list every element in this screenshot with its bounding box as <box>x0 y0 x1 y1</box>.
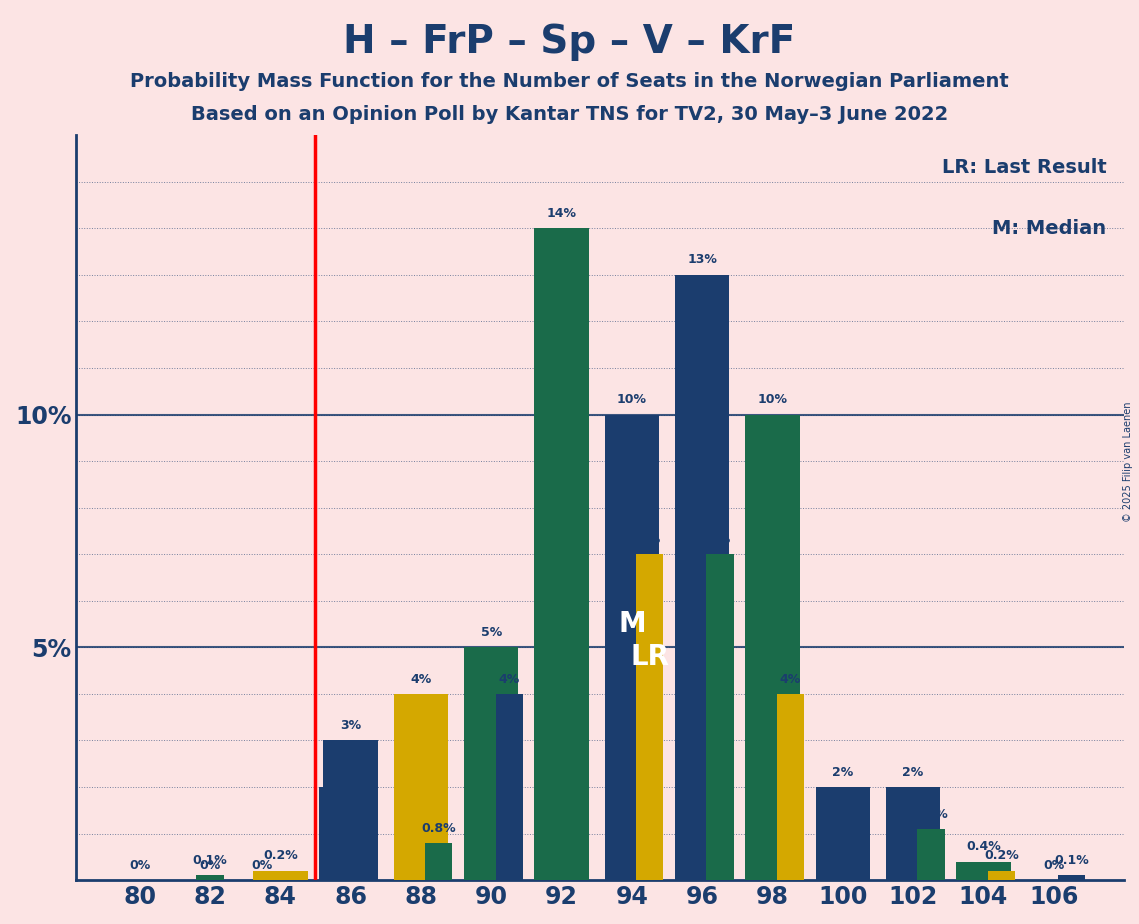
Text: LR: LR <box>630 642 670 671</box>
Bar <box>745 415 800 881</box>
Text: 2%: 2% <box>902 766 924 779</box>
Bar <box>675 274 729 881</box>
Bar <box>196 875 223 881</box>
Text: 4%: 4% <box>780 673 801 686</box>
Text: 0%: 0% <box>1043 858 1064 871</box>
Bar <box>1058 875 1085 881</box>
Text: 7%: 7% <box>710 533 731 546</box>
Text: Based on an Opinion Poll by Kantar TNS for TV2, 30 May–3 June 2022: Based on an Opinion Poll by Kantar TNS f… <box>191 105 948 125</box>
Bar <box>495 694 523 881</box>
Text: 7%: 7% <box>639 533 661 546</box>
Bar <box>253 870 308 881</box>
Bar <box>956 861 1010 881</box>
Text: 0.1%: 0.1% <box>1055 854 1089 867</box>
Text: 14%: 14% <box>547 207 576 220</box>
Text: 13%: 13% <box>687 253 718 266</box>
Bar <box>425 843 452 881</box>
Text: M: Median: M: Median <box>992 219 1106 238</box>
Text: 0.8%: 0.8% <box>421 821 457 834</box>
Text: Probability Mass Function for the Number of Seats in the Norwegian Parliament: Probability Mass Function for the Number… <box>130 72 1009 91</box>
Text: 0%: 0% <box>252 858 273 871</box>
Text: 4%: 4% <box>499 673 519 686</box>
Text: LR: Last Result: LR: Last Result <box>942 158 1106 177</box>
Text: 10%: 10% <box>757 393 787 407</box>
Bar <box>886 787 941 881</box>
Bar <box>323 740 378 881</box>
Text: 1.1%: 1.1% <box>913 808 949 821</box>
Bar <box>706 554 734 881</box>
Text: 2%: 2% <box>322 766 343 779</box>
Text: 4%: 4% <box>410 673 432 686</box>
Bar <box>464 648 518 881</box>
Text: © 2025 Filip van Laenen: © 2025 Filip van Laenen <box>1123 402 1133 522</box>
Text: 0.2%: 0.2% <box>984 849 1018 862</box>
Text: 0.4%: 0.4% <box>966 840 1001 853</box>
Text: 0.2%: 0.2% <box>263 849 297 862</box>
Bar <box>917 829 944 881</box>
Bar <box>534 228 589 881</box>
Bar <box>394 694 448 881</box>
Bar <box>605 415 659 881</box>
Text: 10%: 10% <box>617 393 647 407</box>
Text: 0%: 0% <box>199 858 221 871</box>
Text: 0.1%: 0.1% <box>192 854 228 867</box>
Bar <box>319 787 346 881</box>
Bar <box>777 694 804 881</box>
Text: 3%: 3% <box>341 719 361 732</box>
Text: 5%: 5% <box>481 626 502 638</box>
Text: 2%: 2% <box>833 766 853 779</box>
Text: 0%: 0% <box>129 858 150 871</box>
Bar <box>637 554 663 881</box>
Text: M: M <box>618 610 646 638</box>
Bar <box>816 787 870 881</box>
Bar <box>988 870 1015 881</box>
Text: H – FrP – Sp – V – KrF: H – FrP – Sp – V – KrF <box>343 23 796 61</box>
